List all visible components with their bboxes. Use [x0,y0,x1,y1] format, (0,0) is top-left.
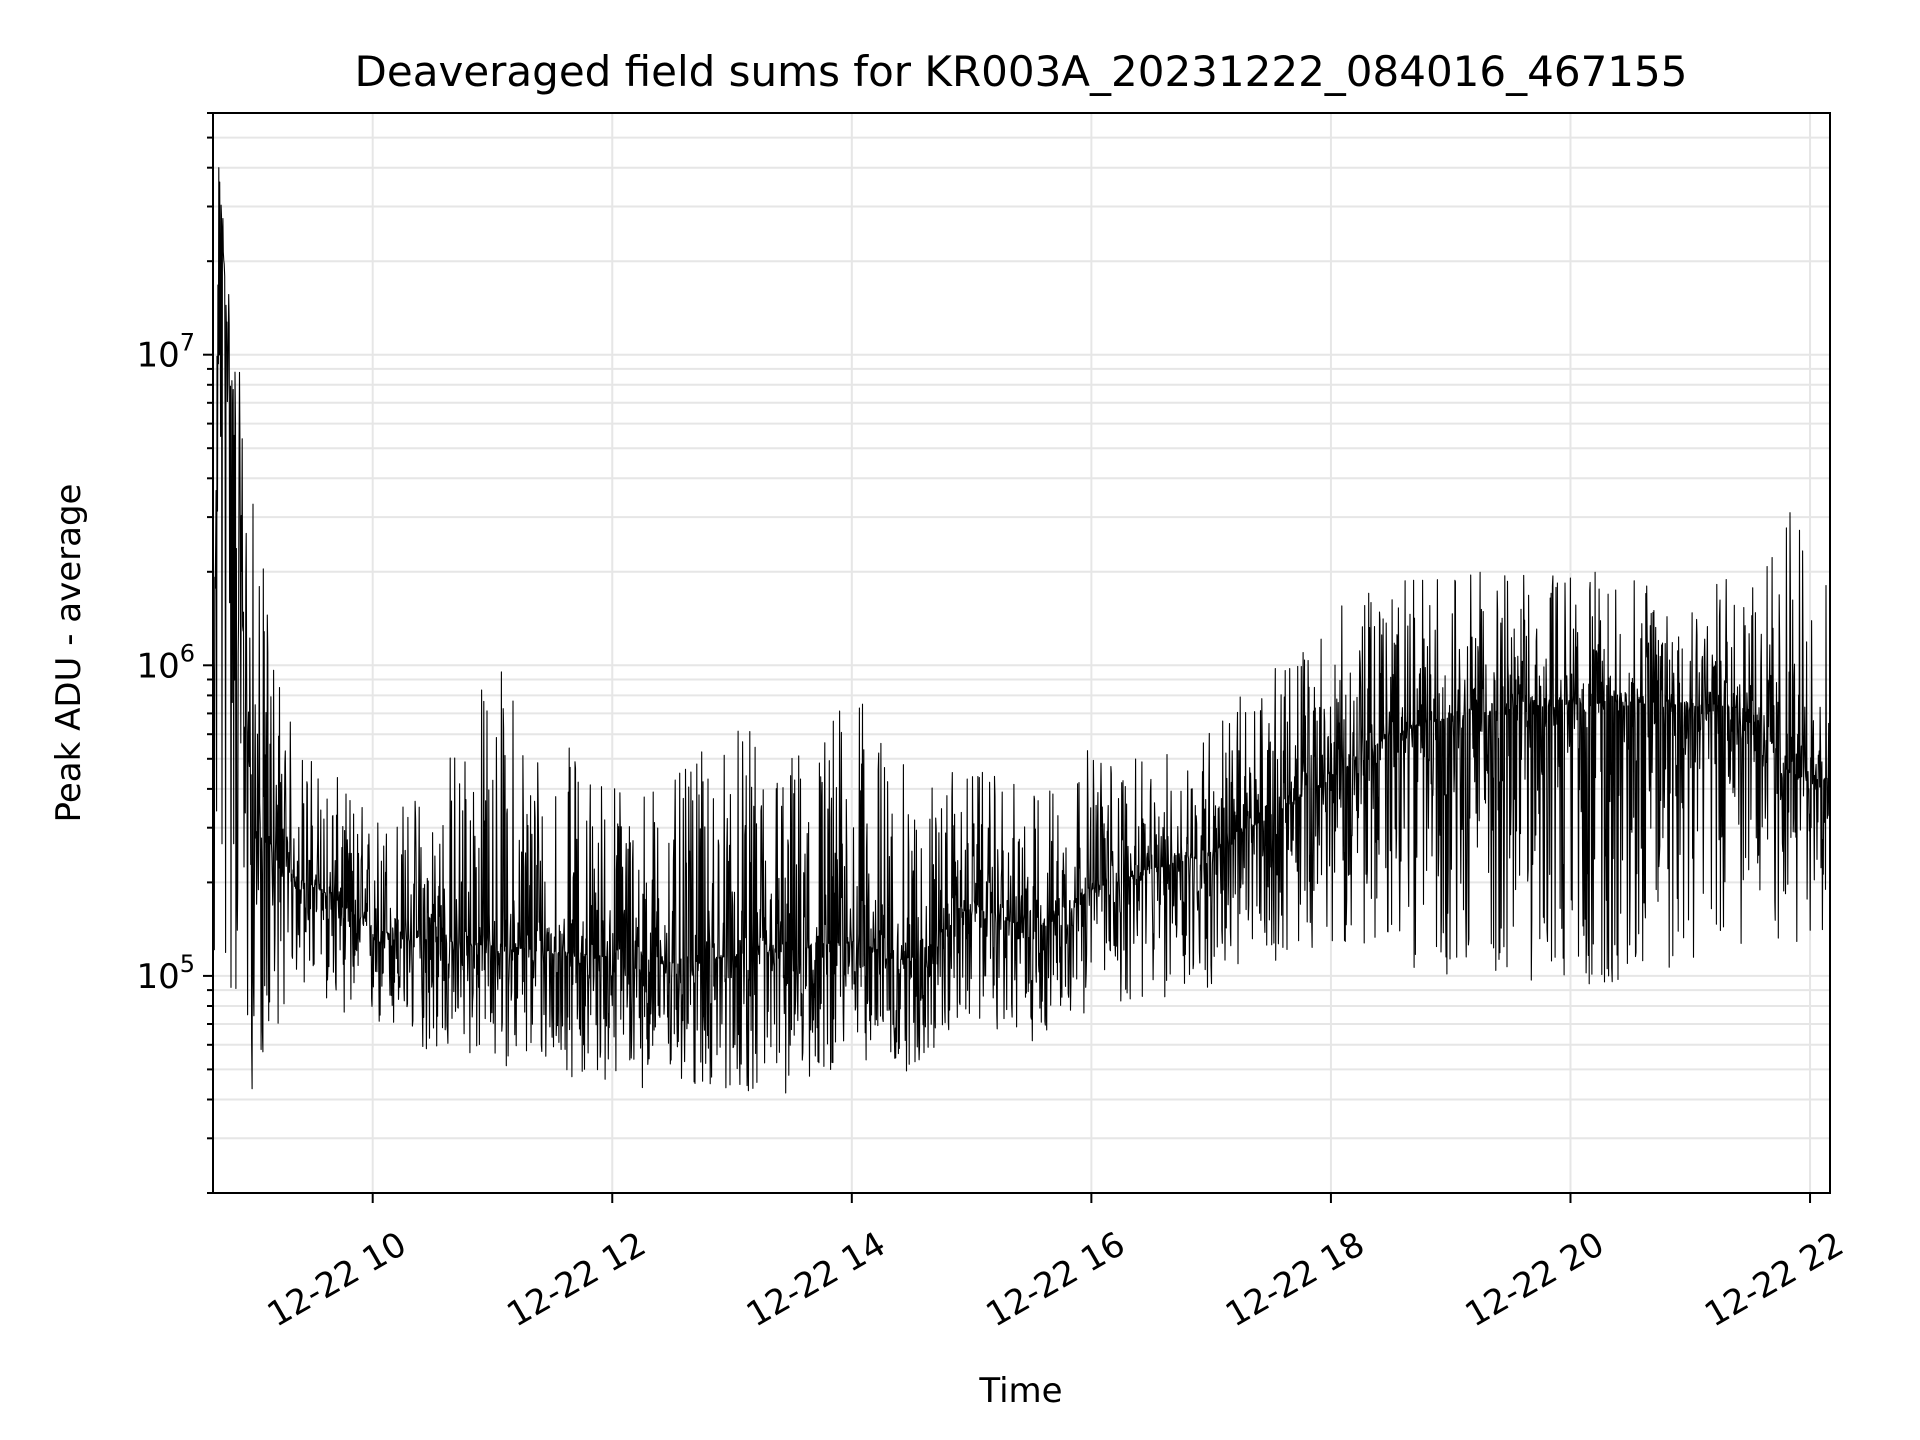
series-line [212,167,1831,1094]
y-tick-base: 10 [136,336,179,376]
y-tick-label: 105 [136,950,195,997]
y-tick-label: 107 [136,329,195,376]
y-axis-label: Peak ADU - average [49,484,89,823]
y-tick-exponent: 5 [180,950,195,978]
data-series [212,167,1831,1094]
y-tick-exponent: 6 [180,639,195,667]
y-tick-exponent: 7 [180,329,195,357]
plot-frame [212,112,1831,1194]
chart-title: Deaveraged field sums for KR003A_2023122… [355,47,1688,96]
y-tick-label: 106 [136,639,195,686]
x-axis-label: Time [978,1371,1062,1411]
y-tick-base: 10 [136,646,179,686]
y-tick-base: 10 [136,957,179,997]
